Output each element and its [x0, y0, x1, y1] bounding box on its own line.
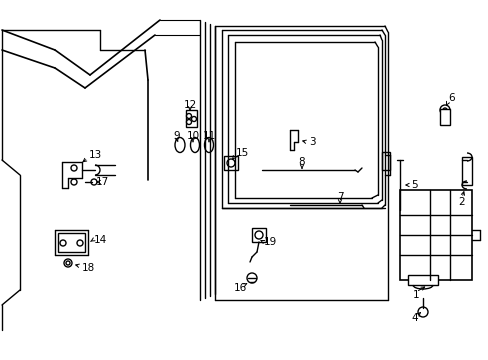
Text: 3: 3	[308, 137, 315, 147]
Circle shape	[417, 307, 427, 317]
Text: 4: 4	[411, 313, 417, 323]
Circle shape	[71, 179, 77, 185]
Circle shape	[254, 231, 263, 239]
Circle shape	[186, 113, 191, 118]
Bar	[185, 110, 197, 127]
Circle shape	[71, 165, 77, 171]
Circle shape	[442, 108, 446, 112]
Circle shape	[439, 105, 449, 115]
Circle shape	[226, 159, 235, 167]
Text: 7: 7	[336, 192, 343, 202]
Bar	[461, 157, 471, 185]
Text: 1: 1	[412, 290, 418, 300]
Bar	[439, 109, 449, 125]
Bar	[381, 152, 389, 170]
Text: 18: 18	[81, 263, 95, 273]
Bar	[407, 275, 437, 285]
Ellipse shape	[190, 138, 199, 153]
Circle shape	[246, 273, 257, 283]
Text: 10: 10	[186, 131, 199, 141]
Circle shape	[64, 259, 72, 267]
Bar	[399, 190, 471, 280]
Bar	[224, 156, 238, 170]
Text: 8: 8	[298, 157, 305, 167]
Text: 17: 17	[95, 177, 108, 187]
Circle shape	[186, 120, 191, 125]
Text: 11: 11	[202, 131, 215, 141]
Text: 15: 15	[235, 148, 248, 158]
Circle shape	[66, 261, 70, 265]
Text: 13: 13	[88, 150, 102, 160]
Text: 14: 14	[93, 235, 106, 245]
Circle shape	[191, 117, 196, 122]
Text: 12: 12	[183, 100, 196, 110]
Text: 5: 5	[411, 180, 417, 190]
Ellipse shape	[204, 138, 213, 153]
Text: 19: 19	[263, 237, 276, 247]
Bar	[58, 233, 85, 252]
Text: 6: 6	[448, 93, 454, 103]
Circle shape	[77, 240, 83, 246]
Text: 9: 9	[173, 131, 180, 141]
Ellipse shape	[175, 138, 184, 153]
Text: 16: 16	[233, 283, 246, 293]
Bar	[251, 228, 265, 242]
Circle shape	[91, 179, 97, 185]
Circle shape	[60, 240, 66, 246]
Text: 2: 2	[458, 197, 465, 207]
